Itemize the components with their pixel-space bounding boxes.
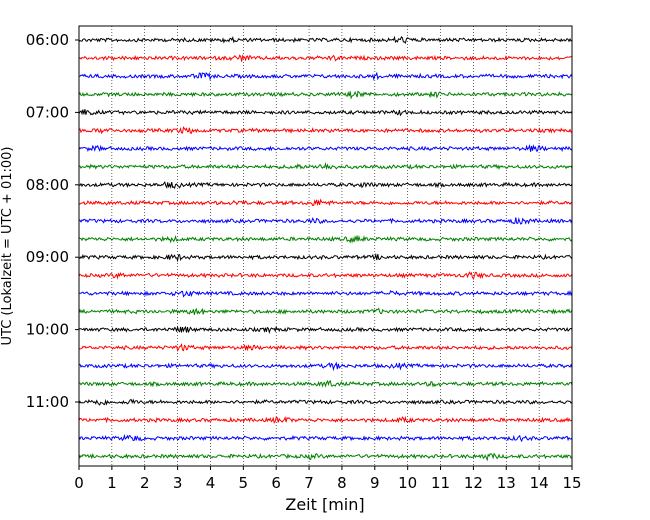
x-tick-label: 13: [497, 474, 516, 492]
x-tick-label: 14: [530, 474, 549, 492]
y-axis-label: UTC (Lokalzeit = UTC + 01:00): [0, 147, 15, 346]
seismogram-trace: [78, 452, 573, 462]
seismogram-trace: [78, 325, 573, 334]
y-tick-label: 09:00: [26, 248, 69, 266]
seismogram-trace: [78, 271, 573, 281]
seismogram-trace: [78, 361, 573, 372]
y-tick-label: 07:00: [26, 103, 69, 121]
seismogram-trace: [78, 90, 573, 100]
seismogram-trace: [78, 398, 573, 406]
x-tick-label: 10: [398, 474, 417, 492]
seismogram-trace: [78, 54, 573, 62]
seismogram-trace: [78, 217, 573, 225]
x-tick-label: 15: [562, 474, 581, 492]
seismogram-trace: [78, 126, 573, 135]
seismogram-trace: [78, 415, 573, 424]
seismogram-trace: [78, 342, 573, 352]
x-tick-label: 0: [74, 474, 84, 492]
seismogram-trace: [78, 35, 573, 45]
x-axis-label: Zeit [min]: [285, 495, 364, 514]
seismogram-trace: [78, 433, 573, 443]
y-tick-label: 11:00: [26, 393, 69, 411]
plot-frame: [78, 25, 573, 467]
x-tick-label: 6: [271, 474, 281, 492]
seismogram-trace: [78, 289, 573, 298]
seismogram-trace: [78, 379, 573, 388]
seismogram-trace: [78, 109, 573, 117]
grid-lines: [111, 26, 540, 466]
x-axis-ticks: 0 1 2 3 4 5 6 7 8 9 10 11 12 13 14 15: [74, 466, 582, 492]
seismogram-trace: [78, 143, 573, 153]
x-tick-label: 7: [304, 474, 314, 492]
seismogram-trace: [78, 234, 573, 244]
x-tick-label: 11: [431, 474, 450, 492]
seismogram-trace: [78, 180, 573, 190]
x-tick-label: 9: [370, 474, 380, 492]
x-tick-label: 3: [173, 474, 183, 492]
y-axis-ticks: 06:00 07:00 08:00 09:00 10:00 11:00: [26, 31, 79, 411]
seismogram-trace: [78, 198, 573, 207]
y-tick-label: 10:00: [26, 321, 69, 339]
y-tick-label: 08:00: [26, 176, 69, 194]
seismogram-trace: [78, 252, 573, 263]
x-tick-label: 2: [140, 474, 150, 492]
x-tick-label: 1: [107, 474, 117, 492]
traces: [78, 35, 573, 462]
seismogram-trace: [78, 307, 573, 315]
x-tick-label: 12: [464, 474, 483, 492]
seismogram-trace: [78, 161, 573, 171]
x-tick-label: 4: [206, 474, 216, 492]
y-tick-label: 06:00: [26, 31, 69, 49]
x-tick-label: 8: [337, 474, 347, 492]
seismogram-trace: [78, 71, 573, 82]
x-tick-label: 5: [239, 474, 249, 492]
